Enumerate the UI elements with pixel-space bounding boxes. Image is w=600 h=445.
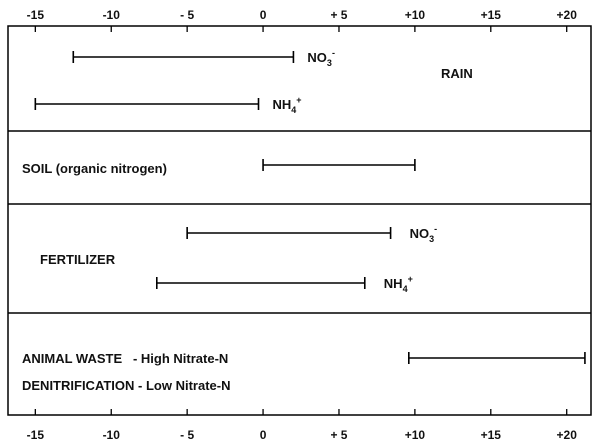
fertilizer-source-label: FERTILIZER <box>40 252 116 267</box>
rain-no3-subscript: 3 <box>327 58 332 68</box>
fertilizer-no3-subscript: 3 <box>429 234 434 244</box>
rain-no3-superscript: - <box>332 48 335 58</box>
fertilizer-nh4-subscript: 4 <box>403 284 408 294</box>
x-tick-label-bottom: -10 <box>103 428 121 442</box>
x-tick-label-top: +15 <box>481 8 502 22</box>
x-tick-label-bottom: + 5 <box>330 428 347 442</box>
fertilizer-nh4-species: NH <box>384 276 403 291</box>
x-tick-label-bottom: +20 <box>557 428 578 442</box>
x-tick-label-top: -15 <box>27 8 45 22</box>
x-tick-label-top: 0 <box>260 8 267 22</box>
x-tick-label-top: - 5 <box>180 8 194 22</box>
rain-nh4-species: NH <box>273 97 292 112</box>
x-tick-label-bottom: -15 <box>27 428 45 442</box>
plot-frame <box>7 25 592 416</box>
x-tick-label-top: +10 <box>405 8 426 22</box>
x-tick-label-top: +20 <box>557 8 578 22</box>
denitrification-label: DENITRIFICATION - Low Nitrate-N <box>22 378 230 393</box>
animal-waste-label: ANIMAL WASTE - High Nitrate-N <box>22 351 228 366</box>
x-tick-label-top: + 5 <box>330 8 347 22</box>
rain-no3-species: NO <box>307 50 327 65</box>
fertilizer-no3-species: NO <box>410 226 430 241</box>
rain-nh4-superscript: + <box>296 95 301 105</box>
fertilizer-nh4-superscript: + <box>408 274 413 284</box>
x-tick-label-bottom: 0 <box>260 428 267 442</box>
x-tick-label-top: -10 <box>103 8 121 22</box>
x-tick-label-bottom: +10 <box>405 428 426 442</box>
fertilizer-no3-label: NO3- <box>410 224 438 244</box>
x-tick-label-bottom: - 5 <box>180 428 194 442</box>
rain-nh4-subscript: 4 <box>291 105 296 115</box>
rain-source-label: RAIN <box>441 66 473 81</box>
x-tick-label-bottom: +15 <box>481 428 502 442</box>
soil-source-label: SOIL (organic nitrogen) <box>22 161 167 176</box>
rain-no3-label: NO3- <box>307 48 335 68</box>
rain-nh4-label: NH4+ <box>273 95 302 115</box>
fertilizer-no3-superscript: - <box>434 224 437 234</box>
fertilizer-nh4-label: NH4+ <box>384 274 413 294</box>
